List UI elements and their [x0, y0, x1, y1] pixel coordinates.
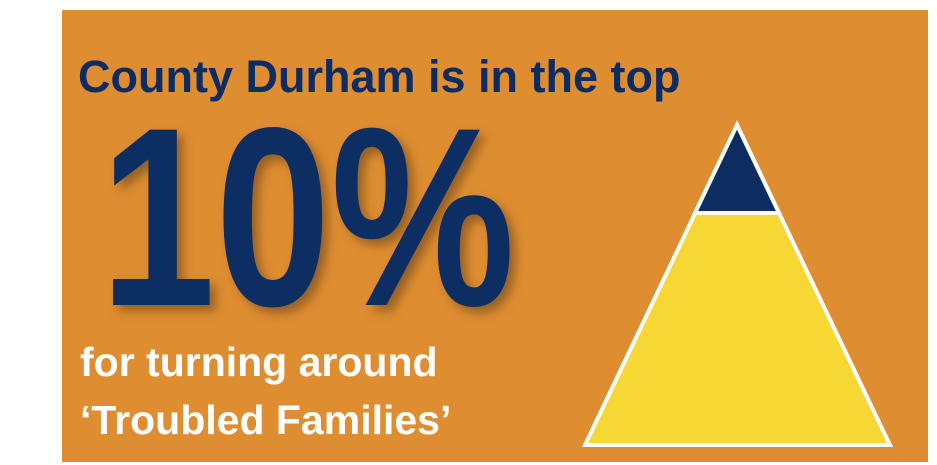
headline: County Durham is in the top [78, 51, 681, 102]
caption-line: ‘Troubled Families’ [80, 397, 451, 443]
pyramid-base [581, 120, 894, 447]
big-figure: 10% [100, 75, 515, 360]
caption-line: for turning around [80, 339, 438, 385]
pyramid-top [691, 120, 783, 215]
